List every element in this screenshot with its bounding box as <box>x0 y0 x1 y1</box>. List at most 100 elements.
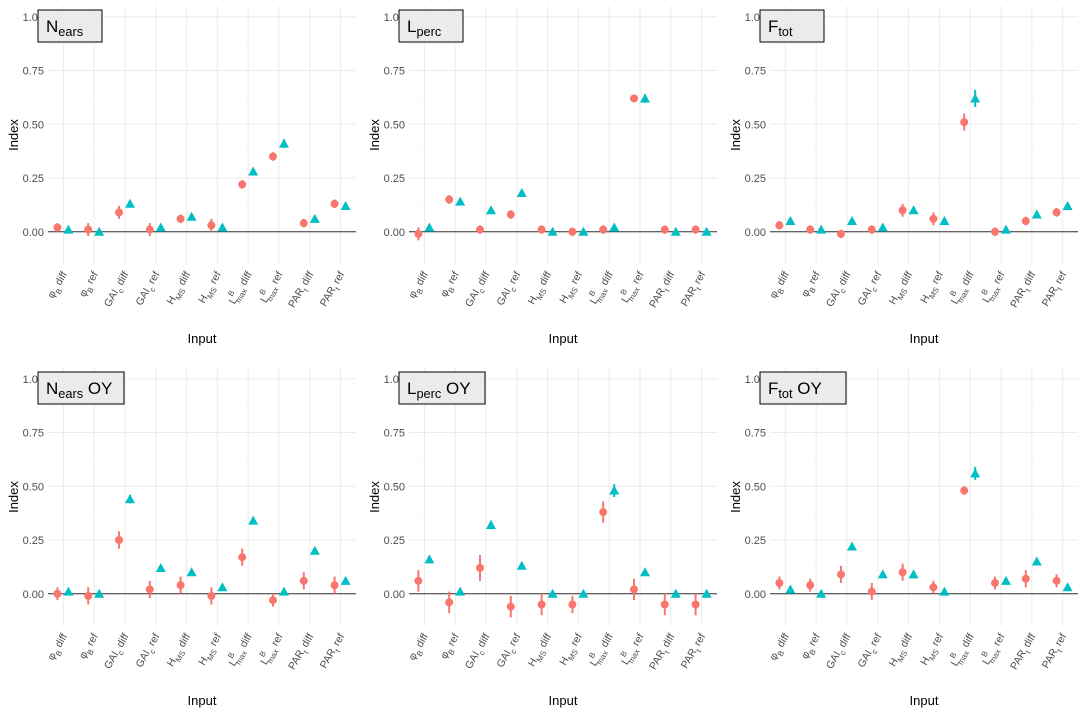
x-tick-label: PARt diff <box>1008 631 1041 673</box>
label-sup: B <box>258 649 268 658</box>
label-base: N <box>46 379 58 398</box>
x-tick-label: PARt ref <box>1040 631 1072 672</box>
label-sub: c <box>838 287 848 295</box>
point-first-order <box>837 229 845 238</box>
x-tick-label: φB diff <box>45 631 72 664</box>
point-total-order <box>670 588 681 598</box>
point-total-order <box>94 588 105 598</box>
point-first-order <box>568 227 577 236</box>
label-sub: MS <box>927 286 941 301</box>
y-tick-label: 0.00 <box>384 589 405 601</box>
point-total-order <box>94 226 105 236</box>
label-suffix: ref <box>329 631 347 650</box>
point-total-order <box>516 560 527 570</box>
panel-title: Ftot OY <box>768 379 822 401</box>
label-base: F <box>768 379 778 398</box>
label-suffix: ref <box>444 269 462 288</box>
label-base: L <box>619 656 632 667</box>
x-tick-label: GAIc diff <box>824 631 856 672</box>
point-total-order <box>424 222 435 232</box>
label-suffix: diff <box>597 269 616 290</box>
label-sub: B <box>85 648 95 657</box>
label-sub: ears <box>58 24 83 39</box>
label-sub: t <box>1024 286 1033 293</box>
label-suffix: diff <box>535 631 554 652</box>
label-sub: max <box>595 649 610 666</box>
point-total-order <box>547 588 558 598</box>
point-first-order <box>238 180 247 189</box>
label-sub: c <box>870 648 880 656</box>
label-suffix: diff <box>535 269 554 290</box>
x-tick-label: PARt diff <box>647 631 680 673</box>
point-total-order <box>63 586 74 596</box>
point-first-order <box>691 225 700 234</box>
label-sup: B <box>948 289 958 298</box>
y-axis-title: Index <box>6 119 21 151</box>
point-total-order <box>486 519 496 529</box>
label-sub: B <box>776 649 786 658</box>
x-tick-label: HMS ref <box>196 631 226 669</box>
label-suffix: diff <box>412 269 431 290</box>
y-tick-label: 0.50 <box>384 119 405 131</box>
y-axis-title: Index <box>6 481 21 513</box>
label-suffix: diff <box>659 269 678 290</box>
label-suffix: diff <box>958 631 977 652</box>
label-base: L <box>227 295 240 306</box>
point-total-order <box>279 138 289 148</box>
label-suffix: ref <box>83 631 101 650</box>
point-total-order <box>609 222 620 232</box>
point-first-order <box>960 486 969 495</box>
point-first-order <box>84 591 93 600</box>
point-first-order <box>1021 217 1030 225</box>
point-first-order <box>991 579 999 587</box>
x-tick-label: φB ref <box>77 269 104 300</box>
label-suffix: ref <box>83 269 101 288</box>
point-first-order <box>414 576 423 585</box>
point-first-order <box>898 568 907 577</box>
label-suffix: ref <box>990 631 1008 650</box>
label-sup: B <box>980 287 990 296</box>
point-first-order <box>269 596 277 605</box>
point-total-order <box>970 468 981 478</box>
point-first-order <box>960 118 969 127</box>
label-suffix: diff <box>113 631 132 652</box>
x-tick-label: HMS ref <box>918 631 948 669</box>
label-base: L <box>980 294 993 305</box>
y-axis-title: Index <box>728 481 743 513</box>
x-tick-label: GAIc diff <box>102 631 134 672</box>
x-tick-label: HMS ref <box>918 269 948 307</box>
point-first-order <box>445 195 454 204</box>
point-first-order <box>929 583 938 592</box>
point-first-order <box>299 576 308 585</box>
x-tick-label: PARt ref <box>318 631 350 672</box>
y-tick-label: 0.25 <box>23 535 44 547</box>
x-tick-label: φB diff <box>406 269 433 302</box>
label-sup: B <box>980 649 990 658</box>
point-first-order <box>898 206 907 215</box>
point-first-order <box>630 585 638 594</box>
y-axis-title: Index <box>367 119 382 151</box>
point-first-order <box>1021 574 1030 583</box>
label-suffix: ref <box>505 269 523 288</box>
label-suffix: diff <box>1020 631 1039 652</box>
label-sub: max <box>265 648 280 665</box>
label-sub: max <box>234 287 249 304</box>
label-sub: t <box>302 286 311 293</box>
point-first-order <box>476 225 484 234</box>
y-tick-label: 0.25 <box>384 173 405 185</box>
label-sub: c <box>116 649 126 657</box>
label-sub: B <box>807 286 817 295</box>
label-sub: perc <box>416 386 441 401</box>
label-suffix: ref <box>805 269 823 288</box>
label-suffix: ref <box>629 269 647 288</box>
point-total-order <box>640 567 650 577</box>
x-axis-title: Input <box>910 331 939 346</box>
label-suffix: diff <box>412 631 431 652</box>
label-sub: c <box>870 286 880 294</box>
x-tick-label: LBmax diff <box>945 629 979 669</box>
x-tick-label: φB ref <box>438 269 465 300</box>
x-axis-title: Input <box>549 331 578 346</box>
